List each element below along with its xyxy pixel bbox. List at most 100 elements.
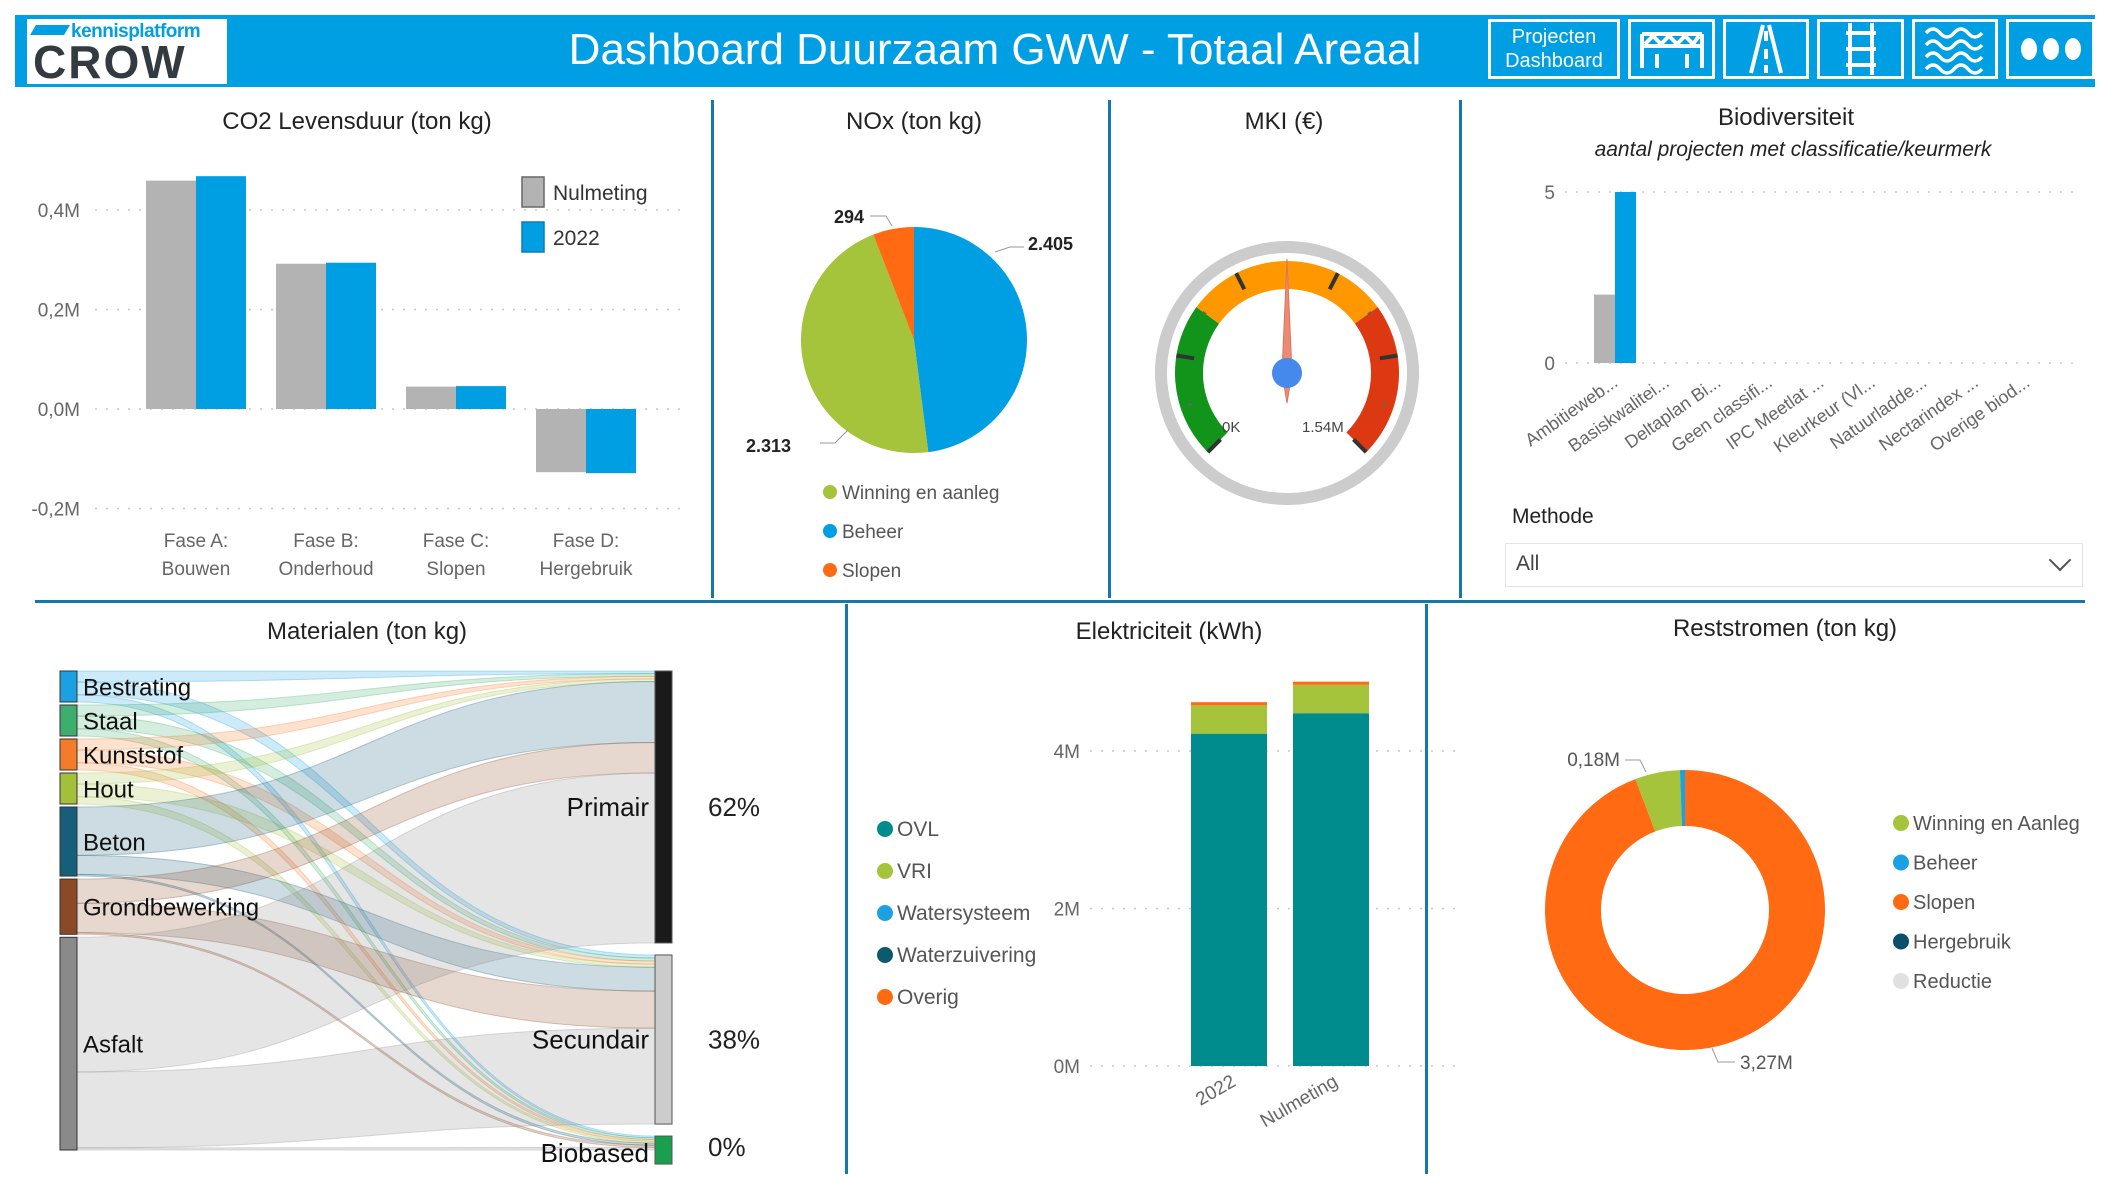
gauge-tick: [1206, 438, 1222, 454]
sankey-node-staal[interactable]: [59, 704, 78, 737]
legend-label: Waterzuivering: [897, 944, 1036, 967]
legend-label: VRI: [897, 860, 932, 883]
x-tick-label: Slopen: [426, 559, 485, 580]
sankey-node-hout[interactable]: [59, 772, 78, 805]
sankey-node-label: Biobased: [541, 1138, 649, 1168]
legend-label: Hergebruik: [1913, 932, 2012, 954]
legend-swatch: [521, 176, 545, 208]
bar-2022[interactable]: [326, 262, 376, 409]
sankey-node-bestrating[interactable]: [59, 670, 78, 703]
sankey-node-kunststof[interactable]: [59, 738, 78, 771]
gauge-tick: [1379, 353, 1398, 361]
bar-vri[interactable]: [1191, 705, 1267, 734]
reststromen-title: Reststromen (ton kg): [1672, 615, 1898, 642]
road-button[interactable]: [1723, 19, 1809, 79]
sankey-node-label: Secundair: [532, 1025, 649, 1055]
legend-label: Slopen: [1913, 892, 1975, 914]
gauge-tick: [1381, 402, 1387, 407]
bar-ovl[interactable]: [1191, 733, 1267, 1066]
gauge-tick: [1202, 311, 1207, 316]
legend-dot: [877, 989, 893, 1005]
sankey-node-label: Beton: [83, 830, 146, 857]
logo-text-small: kennisplatform: [71, 21, 201, 42]
legend-label: OVL: [897, 818, 939, 841]
gauge-band: [1175, 307, 1228, 453]
leader-line: [1625, 759, 1647, 773]
donut-slice-slopen[interactable]: [1544, 770, 1825, 1050]
methode-dropdown[interactable]: All: [1505, 543, 2083, 587]
x-tick-label: Nulmeting: [1257, 1071, 1342, 1132]
legend-dot: [877, 821, 893, 837]
sankey-node-primair[interactable]: [654, 670, 673, 944]
gauge-ring: [1155, 241, 1419, 505]
bar-2022[interactable]: [586, 409, 636, 474]
legend-dot: [823, 485, 837, 499]
data-label: 294: [834, 207, 864, 227]
legend-label: Beheer: [1913, 853, 1978, 875]
gauge-hub: [1272, 358, 1302, 388]
bar-2022[interactable]: [196, 176, 246, 409]
gauge-tick: [1352, 438, 1368, 454]
bar-2022[interactable]: [456, 386, 506, 409]
gauge-tick: [1327, 272, 1340, 291]
crow-logo[interactable]: kennisplatform CROW: [27, 19, 227, 85]
legend-dot: [877, 863, 893, 879]
gauge-band: [1196, 261, 1378, 324]
sankey-node-label: Bestrating: [83, 675, 191, 702]
sankey-node-label: Primair: [567, 792, 650, 822]
data-label: 0,18M: [1567, 750, 1620, 771]
y-tick-label: 4M: [1054, 742, 1080, 763]
y-tick-label: 0,2M: [38, 301, 80, 322]
bar-nulmeting[interactable]: [276, 263, 326, 409]
bar-ovl[interactable]: [1293, 713, 1369, 1066]
legend-dot: [1893, 973, 1909, 989]
y-tick-label: 0M: [1054, 1057, 1080, 1078]
sankey-node-beton[interactable]: [59, 806, 78, 877]
mki-title: MKI (€): [1244, 108, 1324, 135]
bridge-button[interactable]: [1628, 19, 1715, 79]
legend-swatch: [521, 221, 545, 253]
data-label: 3,27M: [1740, 1053, 1793, 1074]
sankey-node-asfalt[interactable]: [59, 936, 78, 1151]
page-title: Dashboard Duurzaam GWW - Totaal Areaal: [568, 25, 1422, 74]
legend-dot: [877, 947, 893, 963]
more-button[interactable]: [2006, 19, 2095, 79]
methode-label: Methode: [1512, 505, 1594, 528]
legend-dot: [877, 905, 893, 921]
leader-line: [994, 246, 1024, 253]
y-tick-label: 5: [1544, 183, 1555, 204]
pie-slice-winning-en-aanleg[interactable]: [801, 234, 929, 453]
sankey-percent: 62%: [708, 792, 760, 822]
pie-slice-beheer[interactable]: [914, 227, 1027, 453]
bar-nulmeting[interactable]: [536, 409, 586, 473]
donut-slice-beheer[interactable]: [1679, 770, 1685, 827]
legend-label: Overig: [897, 986, 959, 1009]
pie-slice-slopen[interactable]: [873, 227, 914, 340]
header-bar: [15, 15, 2095, 87]
legend-label: Nulmeting: [553, 182, 648, 205]
water-button[interactable]: [1912, 19, 1998, 79]
sankey-node-biobased[interactable]: [654, 1135, 673, 1165]
donut-slice-winning-en-aanleg[interactable]: [1635, 770, 1682, 832]
bar-overig[interactable]: [1191, 702, 1267, 706]
sankey-percent: 38%: [708, 1025, 760, 1055]
rail-button[interactable]: [1817, 19, 1904, 79]
legend-dot: [1893, 815, 1909, 831]
bar-nulmeting[interactable]: [146, 180, 196, 409]
x-tick-label: Hergebruik: [540, 559, 633, 580]
sankey-node-grondbewerking[interactable]: [59, 878, 78, 935]
bar-nulmeting[interactable]: [406, 386, 456, 409]
x-tick-label: Onderhoud: [278, 559, 373, 580]
sankey-node-secundair[interactable]: [654, 954, 673, 1125]
bar-overig[interactable]: [1293, 681, 1369, 685]
x-tick-label: 2022: [1192, 1071, 1239, 1110]
legend-label: 2022: [553, 227, 600, 250]
sankey-percent: 0%: [708, 1132, 746, 1162]
bar-vri[interactable]: [1293, 684, 1369, 714]
y-tick-label: 0,0M: [38, 400, 80, 421]
projecten-dashboard-button[interactable]: Projecten Dashboard: [1488, 19, 1620, 79]
bar[interactable]: [1615, 192, 1636, 363]
bar[interactable]: [1594, 294, 1615, 363]
gauge-tick: [1176, 353, 1195, 361]
